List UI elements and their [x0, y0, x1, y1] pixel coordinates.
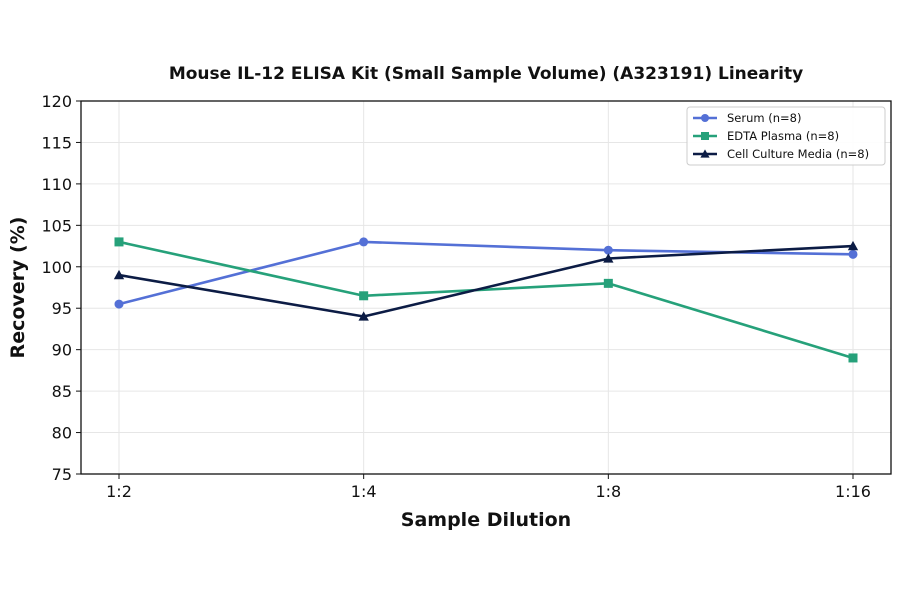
data-point: [359, 237, 369, 247]
data-point: [848, 249, 858, 259]
legend-box: [686, 106, 886, 166]
y-tick-label: 110: [41, 175, 72, 194]
y-tick-label: 95: [52, 299, 72, 318]
series-3: [113, 240, 859, 321]
series-2: [114, 237, 858, 363]
legend-item: Serum (n=8): [693, 111, 801, 125]
x-tick-label: 1:8: [595, 482, 621, 501]
legend-marker: [701, 114, 709, 122]
y-tick-label: 100: [41, 258, 72, 277]
legend-item: Cell Culture Media (n=8): [693, 147, 869, 161]
data-point: [603, 245, 613, 255]
y-tick-label: 80: [52, 424, 72, 443]
data-point: [114, 237, 124, 247]
legend: Serum (n=8) EDTA Plasma (n=8) Cell Culture…: [686, 106, 886, 166]
x-tick-label: 1:4: [351, 482, 377, 501]
data-point: [848, 353, 858, 363]
y-tick-label: 85: [52, 382, 72, 401]
x-tick-label: 1:16: [835, 482, 871, 501]
series-line: [118, 244, 854, 318]
series-layer: [113, 237, 859, 363]
legend-marker: [700, 149, 710, 158]
x-axis: 1:2 1:4 1:8 1:16: [106, 474, 871, 501]
series-1: [114, 237, 858, 309]
legend-item: EDTA Plasma (n=8): [693, 129, 839, 143]
data-point: [114, 299, 124, 309]
data-point: [603, 253, 614, 263]
y-axis: 75 80 85 90 95 100 105 110 115 120: [41, 92, 81, 484]
x-axis-label: Sample Dilution: [401, 509, 571, 531]
legend-marker: [701, 132, 709, 140]
y-tick-label: 115: [41, 133, 72, 152]
legend-label: EDTA Plasma (n=8): [727, 129, 839, 143]
y-tick-label: 90: [52, 341, 72, 360]
y-tick-label: 105: [41, 216, 72, 235]
x-tick-label: 1:2: [106, 482, 132, 501]
legend-label: Serum (n=8): [727, 111, 801, 125]
series-line: [118, 240, 854, 360]
legend-label: Cell Culture Media (n=8): [727, 147, 869, 161]
plot-frame: [80, 100, 892, 475]
y-tick-label: 75: [52, 465, 72, 484]
data-point: [113, 269, 125, 280]
data-point: [847, 240, 859, 251]
chart-title: Mouse IL-12 ELISA Kit (Small Sample Volu…: [169, 64, 803, 84]
y-tick-label: 120: [41, 92, 72, 111]
data-point: [359, 291, 369, 301]
data-point: [358, 311, 369, 321]
data-point: [603, 278, 613, 288]
y-axis-label: Recovery (%): [7, 217, 29, 359]
